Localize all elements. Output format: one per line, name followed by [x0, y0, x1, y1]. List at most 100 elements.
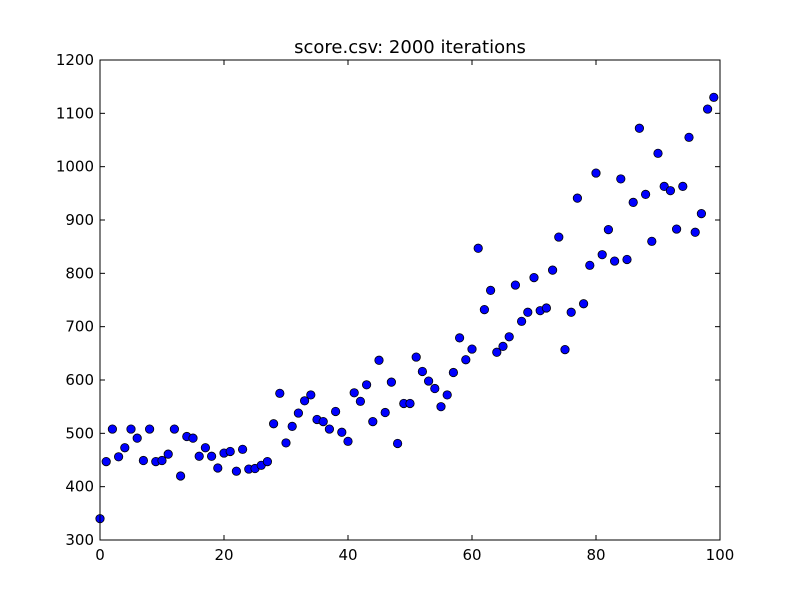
data-point — [262, 456, 272, 467]
data-point — [405, 398, 415, 409]
data-point — [634, 123, 645, 133]
data-point — [442, 390, 452, 400]
data-point — [423, 376, 434, 386]
data-point — [461, 355, 471, 365]
x-tick-label: 20 — [214, 546, 233, 564]
data-point — [200, 443, 210, 453]
data-point — [473, 243, 483, 253]
data-point — [163, 449, 173, 459]
data-point — [603, 225, 614, 235]
data-point — [355, 396, 365, 406]
data-point — [330, 406, 341, 417]
y-tick-label: 900 — [65, 211, 94, 229]
data-point — [659, 181, 669, 191]
data-point — [678, 181, 688, 191]
data-point — [647, 236, 657, 246]
data-point — [591, 168, 601, 178]
data-point — [176, 471, 186, 481]
data-point — [430, 383, 440, 394]
y-tick-label: 300 — [65, 531, 94, 549]
x-tick-label: 40 — [338, 546, 357, 564]
y-tick-label: 1000 — [56, 158, 94, 176]
data-point — [554, 232, 564, 242]
y-tick-label: 700 — [65, 318, 94, 336]
data-point — [318, 416, 328, 427]
data-point — [690, 227, 700, 237]
data-point — [306, 390, 316, 400]
data-point — [566, 307, 576, 317]
data-point — [268, 419, 279, 429]
data-point — [671, 224, 682, 234]
y-tick-label: 500 — [65, 424, 94, 442]
data-point — [485, 285, 496, 295]
data-point — [516, 316, 527, 326]
data-point — [392, 438, 403, 449]
data-point — [337, 427, 347, 437]
data-point — [653, 148, 663, 158]
data-point — [609, 256, 620, 266]
data-point — [231, 466, 241, 476]
data-point — [188, 433, 198, 443]
data-point — [628, 197, 638, 207]
data-point — [709, 92, 719, 102]
data-point — [324, 424, 334, 434]
data-point — [684, 132, 694, 142]
data-point — [411, 352, 421, 362]
data-point — [702, 104, 713, 114]
data-point — [238, 444, 248, 454]
data-point — [287, 421, 297, 431]
data-point — [194, 451, 204, 461]
data-point — [529, 272, 539, 283]
y-tick-label: 400 — [65, 478, 94, 496]
y-tick-label: 1100 — [56, 104, 94, 122]
data-point — [101, 456, 111, 467]
data-point — [479, 304, 489, 315]
data-point — [114, 452, 124, 462]
chart-title: score.csv: 2000 iterations — [294, 37, 526, 58]
data-point — [541, 303, 552, 313]
data-point — [560, 344, 570, 355]
data-point — [293, 408, 303, 418]
data-point — [145, 424, 155, 434]
data-point — [120, 443, 130, 453]
data-point — [467, 344, 477, 354]
data-point — [157, 455, 167, 466]
data-point — [498, 341, 508, 351]
data-point — [504, 332, 514, 342]
y-tick-label: 1200 — [56, 51, 94, 69]
data-point — [578, 299, 589, 309]
data-point — [132, 433, 142, 443]
data-point — [281, 438, 291, 448]
x-tick-label: 100 — [706, 546, 735, 564]
data-point — [138, 455, 148, 466]
data-point — [436, 402, 446, 412]
axes: 0 20 40 60 80 100 300 400 500 600 700 800 900 1000 110… — [56, 51, 735, 564]
data-point — [299, 396, 310, 406]
data-point — [361, 380, 372, 390]
data-point — [492, 347, 502, 357]
data-point — [640, 189, 651, 199]
data-point — [510, 280, 521, 290]
data-point — [523, 307, 533, 317]
data-point — [207, 451, 217, 461]
data-point — [417, 366, 427, 377]
data-point — [374, 355, 384, 365]
data-point — [107, 424, 118, 434]
y-tick-label: 800 — [65, 264, 94, 282]
x-tick-label: 60 — [462, 546, 481, 564]
x-tick-label: 80 — [586, 546, 605, 564]
data-point — [622, 254, 632, 265]
data-point — [547, 265, 558, 275]
data-point — [225, 446, 235, 457]
data-point — [448, 367, 458, 378]
data-point — [585, 260, 595, 270]
data-point — [213, 463, 223, 473]
data-point — [343, 436, 353, 446]
data-point — [126, 424, 136, 434]
data-point — [368, 416, 378, 427]
data-point — [169, 424, 179, 434]
data-point — [380, 407, 390, 418]
data-point — [597, 250, 607, 260]
plot-area — [95, 92, 719, 524]
